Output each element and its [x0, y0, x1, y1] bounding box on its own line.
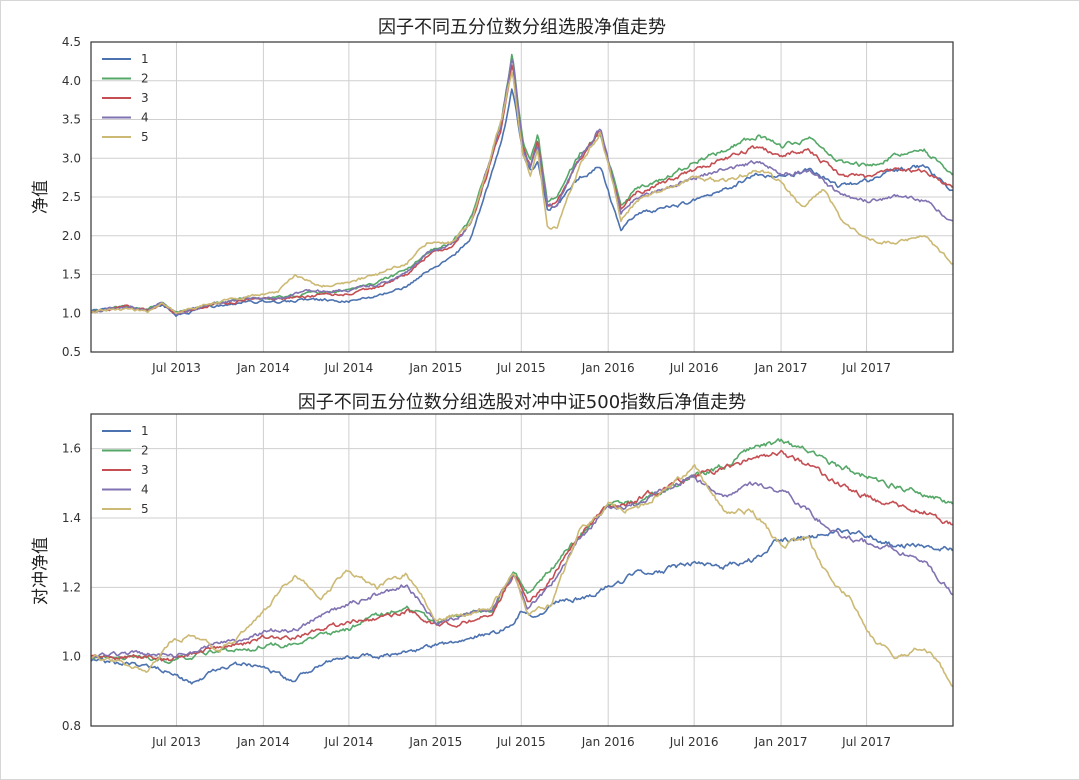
x-tick-label: Jan 2017: [754, 735, 808, 749]
x-tick-label: Jul 2013: [151, 735, 201, 749]
y-tick-label: 2.0: [62, 229, 81, 243]
chart-bottom: 因子不同五分位数分组选股对冲中证500指数后净值走势 对冲净值 Jul 2013…: [31, 392, 954, 749]
legend-label-1: 1: [141, 424, 149, 438]
y-tick-label: 3.0: [62, 151, 81, 165]
x-tick-label: Jul 2016: [669, 361, 719, 375]
chart-bottom-xticks: Jul 2013 Jan 2014 Jul 2014 Jan 2015 Jul 2015…: [151, 735, 891, 749]
legend-label-3: 3: [141, 463, 149, 477]
chart-bottom-grid: [91, 414, 953, 727]
series-line-4: [90, 58, 953, 316]
x-tick-label: Jul 2017: [841, 735, 891, 749]
y-tick-label: 4.0: [62, 74, 81, 88]
chart-top: 因子不同五分位数分组选股净值走势 净值 Jul 2013 Jan 2014 Jul …: [31, 17, 954, 375]
x-tick-label: Jul 2015: [496, 735, 546, 749]
x-tick-label: Jul 2017: [841, 361, 891, 375]
y-tick-label: 1.6: [62, 442, 81, 456]
series-line-1: [90, 527, 954, 685]
y-tick-label: 2.5: [62, 190, 81, 204]
y-tick-label: 0.8: [62, 719, 81, 733]
legend-label-2: 2: [141, 444, 149, 458]
chart-top-ylabel: 净值: [31, 180, 51, 214]
legend-label-5: 5: [141, 130, 149, 144]
legend-label-1: 1: [141, 52, 149, 66]
x-tick-label: Jan 2014: [236, 735, 290, 749]
y-tick-label: 3.5: [62, 113, 81, 127]
x-tick-label: Jul 2014: [323, 361, 373, 375]
y-tick-label: 4.5: [62, 35, 81, 49]
legend-label-4: 4: [141, 483, 149, 497]
series-line-2: [90, 438, 954, 665]
series-line-5: [90, 71, 953, 315]
x-tick-label: Jan 2016: [581, 735, 635, 749]
chart-bottom-axes-frame: [90, 413, 954, 727]
chart-bottom-title: 因子不同五分位数分组选股对冲中证500指数后净值走势: [298, 392, 746, 413]
legend-label-5: 5: [141, 502, 149, 516]
y-tick-label: 1.5: [62, 268, 81, 282]
x-tick-label: Jul 2016: [669, 735, 719, 749]
chart-top-legend: 1 2 3 4 5: [102, 52, 149, 144]
chart-top-title: 因子不同五分位数分组选股净值走势: [378, 17, 666, 38]
legend-label-3: 3: [141, 91, 149, 105]
chart-top-axes-frame: [90, 41, 954, 353]
y-tick-label: 0.5: [62, 345, 81, 359]
x-tick-label: Jul 2013: [151, 361, 201, 375]
x-tick-label: Jan 2017: [754, 361, 808, 375]
legend-label-2: 2: [141, 72, 149, 86]
chart-top-yticks: 0.5 1.0 1.5 2.0 2.5 3.0 3.5 4.0 4.5: [62, 35, 81, 359]
y-tick-label: 1.0: [62, 306, 81, 320]
x-tick-label: Jul 2015: [496, 361, 546, 375]
x-tick-label: Jul 2014: [323, 735, 373, 749]
chart-bottom-lines: [90, 438, 954, 688]
y-tick-label: 1.0: [62, 650, 81, 664]
chart-bottom-ylabel: 对冲净值: [31, 537, 51, 605]
chart-top-lines: [90, 53, 954, 317]
x-tick-label: Jan 2015: [408, 361, 462, 375]
series-line-4: [90, 474, 953, 659]
legend-label-4: 4: [141, 111, 149, 125]
chart-bottom-legend: 1 2 3 4 5: [102, 424, 149, 516]
x-tick-label: Jan 2016: [581, 361, 635, 375]
y-tick-label: 1.4: [62, 511, 81, 525]
x-tick-label: Jan 2015: [408, 735, 462, 749]
series-line-3: [90, 449, 953, 662]
x-tick-label: Jan 2014: [236, 361, 290, 375]
chart-bottom-yticks: 0.8 1.0 1.2 1.4 1.6: [62, 442, 81, 733]
y-tick-label: 1.2: [62, 580, 81, 594]
series-line-5: [90, 464, 954, 688]
chart-top-xticks: Jul 2013 Jan 2014 Jul 2014 Jan 2015 Jul 2015…: [151, 361, 891, 375]
